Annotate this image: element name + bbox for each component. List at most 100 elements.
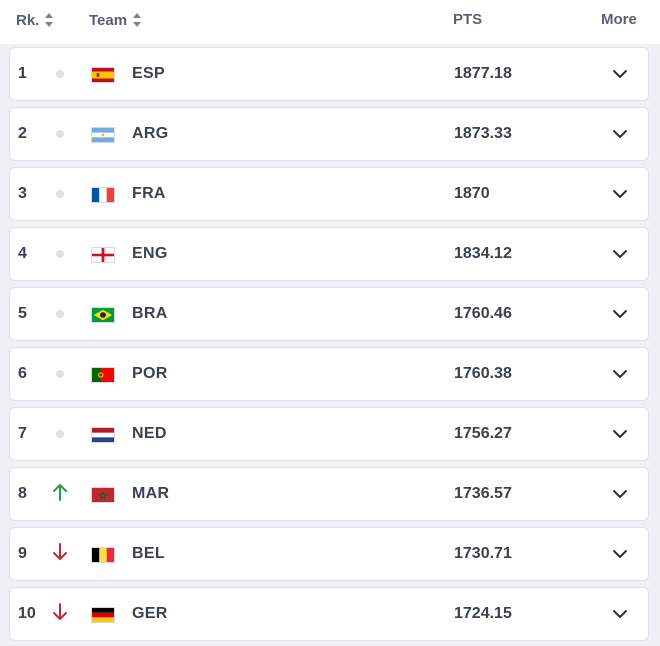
expand-row-button[interactable]: [610, 186, 630, 204]
expand-row-button[interactable]: [610, 306, 630, 324]
netherlands-flag-icon: [91, 427, 115, 443]
chevron-down-icon: [612, 486, 628, 504]
rank-value: 1: [18, 65, 27, 82]
expand-row-button[interactable]: [610, 66, 630, 84]
spain-flag-icon: [91, 67, 115, 83]
arrow-down-icon: [52, 542, 68, 567]
team-code: GER: [132, 605, 168, 622]
pts-column-header: PTS: [453, 11, 482, 28]
rank-column-header[interactable]: Rk.: [16, 11, 54, 29]
points-value: 1730.71: [454, 545, 512, 562]
no-change-dot-icon: [56, 370, 64, 378]
belgium-flag-icon: [91, 547, 115, 563]
table-row[interactable]: 5 BRA 1760.46: [9, 287, 649, 341]
points-value: 1870: [454, 185, 490, 202]
no-change-dot-icon: [56, 250, 64, 258]
team-header-label: Team: [89, 11, 128, 29]
more-column-header: More: [601, 11, 637, 28]
table-row[interactable]: 7 NED 1756.27: [9, 407, 649, 461]
expand-row-button[interactable]: [610, 246, 630, 264]
arrow-down-icon: [52, 602, 68, 627]
brazil-flag-icon: [91, 307, 115, 323]
rank-header-label: Rk.: [16, 11, 40, 29]
rank-value: 2: [18, 125, 27, 142]
expand-row-button[interactable]: [610, 606, 630, 624]
table-row[interactable]: 1 ESP 1877.18: [9, 47, 649, 101]
rank-movement: [52, 542, 68, 566]
expand-row-button[interactable]: [610, 486, 630, 504]
team-code: BEL: [132, 545, 165, 562]
pts-header-label: PTS: [453, 11, 483, 28]
chevron-down-icon: [612, 126, 628, 144]
arrow-up-icon: [52, 482, 68, 507]
expand-row-button[interactable]: [610, 426, 630, 444]
argentina-flag-icon: [91, 127, 115, 143]
more-header-label: More: [601, 11, 637, 28]
team-code: MAR: [132, 485, 170, 502]
points-value: 1834.12: [454, 245, 512, 262]
team-code: POR: [132, 365, 168, 382]
team-code: BRA: [132, 305, 168, 322]
sort-icon[interactable]: [44, 11, 54, 29]
points-value: 1760.46: [454, 305, 512, 322]
rank-movement: [52, 482, 68, 506]
rank-movement: [52, 362, 68, 386]
rank-movement: [52, 182, 68, 206]
rank-movement: [52, 122, 68, 146]
france-flag-icon: [91, 187, 115, 203]
points-value: 1756.27: [454, 425, 512, 442]
chevron-down-icon: [612, 306, 628, 324]
rank-movement: [52, 602, 68, 626]
expand-row-button[interactable]: [610, 366, 630, 384]
table-row[interactable]: 3 FRA 1870: [9, 167, 649, 221]
germany-flag-icon: [91, 607, 115, 623]
rank-value: 5: [18, 305, 27, 322]
chevron-down-icon: [612, 186, 628, 204]
rank-movement: [52, 62, 68, 86]
points-value: 1760.38: [454, 365, 512, 382]
rank-value: 8: [18, 485, 27, 502]
table-row[interactable]: 10 GER 1724.15: [9, 587, 649, 641]
team-code: ENG: [132, 245, 168, 262]
table-row[interactable]: 2 ARG 1873.33: [9, 107, 649, 161]
points-value: 1877.18: [454, 65, 512, 82]
chevron-down-icon: [612, 546, 628, 564]
no-change-dot-icon: [56, 130, 64, 138]
team-code: NED: [132, 425, 167, 442]
no-change-dot-icon: [56, 70, 64, 78]
team-column-header[interactable]: Team: [89, 11, 142, 29]
table-header: Rk. Team PTS More: [0, 0, 660, 44]
rank-value: 3: [18, 185, 27, 202]
chevron-down-icon: [612, 366, 628, 384]
no-change-dot-icon: [56, 310, 64, 318]
rank-value: 6: [18, 365, 27, 382]
expand-row-button[interactable]: [610, 546, 630, 564]
morocco-flag-icon: [91, 487, 115, 503]
rank-value: 7: [18, 425, 27, 442]
chevron-down-icon: [612, 246, 628, 264]
england-flag-icon: [91, 247, 115, 263]
chevron-down-icon: [612, 66, 628, 84]
no-change-dot-icon: [56, 190, 64, 198]
rank-value: 4: [18, 245, 27, 262]
team-code: ESP: [132, 65, 165, 82]
rank-movement: [52, 242, 68, 266]
sort-icon[interactable]: [132, 11, 142, 29]
team-code: ARG: [132, 125, 169, 142]
expand-row-button[interactable]: [610, 126, 630, 144]
rank-movement: [52, 302, 68, 326]
rank-value: 10: [18, 605, 36, 622]
table-row[interactable]: 8 MAR 1736.57: [9, 467, 649, 521]
portugal-flag-icon: [91, 367, 115, 383]
points-value: 1736.57: [454, 485, 512, 502]
points-value: 1873.33: [454, 125, 512, 142]
table-row[interactable]: 4 ENG 1834.12: [9, 227, 649, 281]
chevron-down-icon: [612, 606, 628, 624]
no-change-dot-icon: [56, 430, 64, 438]
table-row[interactable]: 9 BEL 1730.71: [9, 527, 649, 581]
rank-value: 9: [18, 545, 27, 562]
team-code: FRA: [132, 185, 166, 202]
chevron-down-icon: [612, 426, 628, 444]
points-value: 1724.15: [454, 605, 512, 622]
table-row[interactable]: 6 POR 1760.38: [9, 347, 649, 401]
